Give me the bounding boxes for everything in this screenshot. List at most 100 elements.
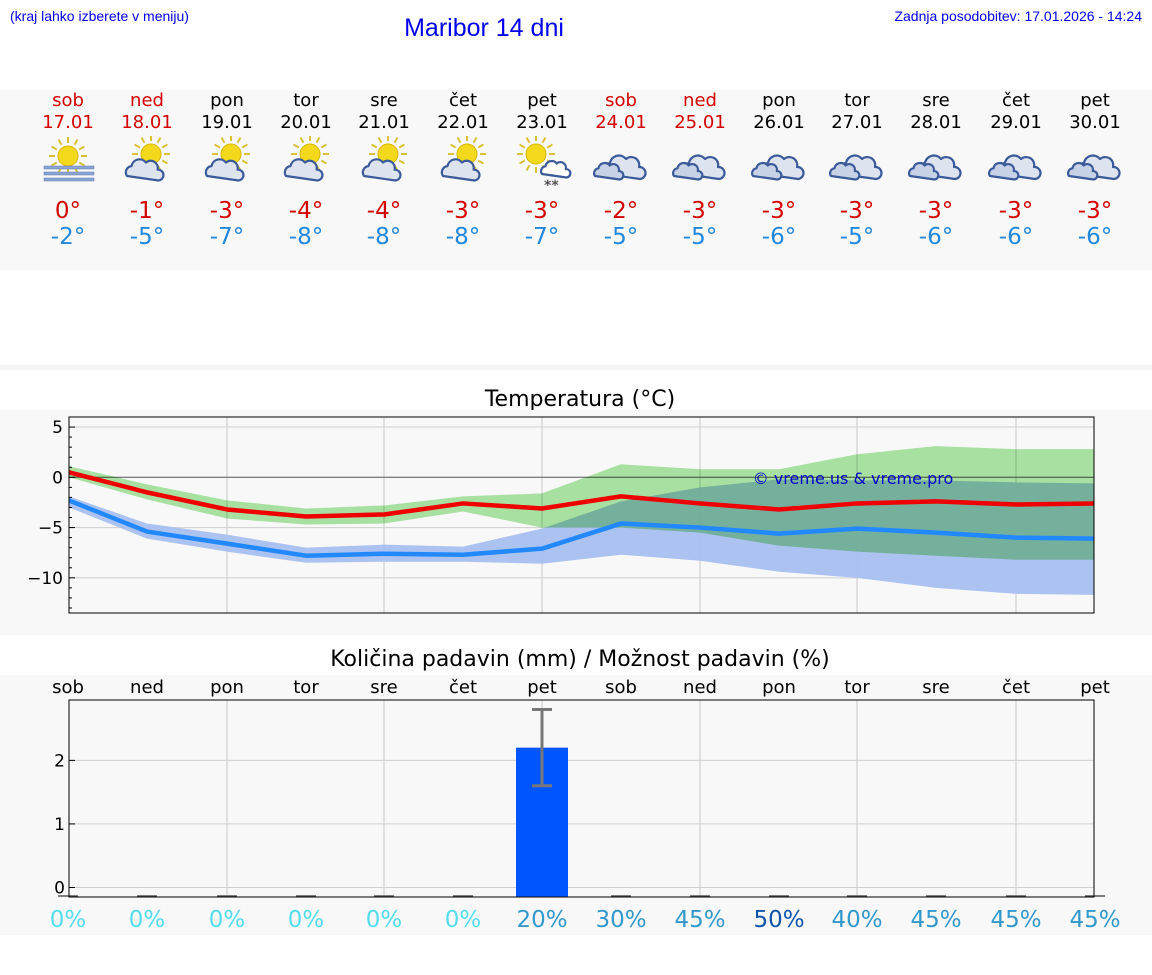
temp-max: -4° bbox=[288, 198, 324, 224]
precip-probability: 30% bbox=[595, 907, 646, 933]
temp-max: -3° bbox=[209, 198, 245, 224]
temperature-chart: 5 0 −5 −10 © vreme.us & vreme.pro bbox=[27, 416, 1095, 614]
day-name: pet bbox=[527, 90, 557, 111]
precip-chart-panel: sob ned pon tor sre čet pet sob ned pon tor sre čet p… bbox=[0, 675, 1152, 935]
precipitation-chart: sob ned pon tor sre čet pet sob ned pon tor sre čet p… bbox=[50, 677, 1121, 933]
day-column: sob 24.01 -2° -5° bbox=[581, 90, 661, 250]
cloud-icon bbox=[1067, 154, 1121, 181]
precip-day-label: tor bbox=[293, 677, 319, 698]
location-hint: (kraj lahko izberete v meniju) bbox=[10, 8, 189, 24]
day-column: pet 23.01 ** -3° -7° bbox=[502, 90, 582, 250]
precip-probability: 0% bbox=[366, 907, 403, 933]
precip-day-label: sre bbox=[370, 677, 397, 698]
precip-day-label: pet bbox=[1080, 677, 1110, 698]
temp-max: 0° bbox=[54, 198, 82, 224]
day-name: čet bbox=[448, 90, 478, 111]
precip-day-label: pon bbox=[762, 677, 796, 698]
temp-max: -3° bbox=[1077, 198, 1113, 224]
day-column: čet 29.01 -3° -6° bbox=[976, 90, 1056, 250]
sun-cloud-icon bbox=[204, 135, 250, 182]
y-tick-label: 2 bbox=[54, 751, 65, 771]
max-temp-line bbox=[68, 470, 1095, 519]
precip-probability: 45% bbox=[1069, 907, 1120, 933]
temp-max: -3° bbox=[524, 198, 560, 224]
temp-max: -3° bbox=[445, 198, 481, 224]
cloud-icon bbox=[908, 154, 962, 181]
precip-probability: 0% bbox=[288, 907, 325, 933]
temp-min: -2° bbox=[50, 224, 86, 250]
precip-day-label: sob bbox=[605, 677, 637, 698]
day-name: pon bbox=[210, 90, 244, 111]
precip-probability: 45% bbox=[674, 907, 725, 933]
day-date: 29.01 bbox=[990, 112, 1042, 133]
temp-min: -8° bbox=[366, 224, 402, 250]
day-date: 19.01 bbox=[201, 112, 253, 133]
precip-probability: 0% bbox=[209, 907, 246, 933]
min-temp-line bbox=[68, 498, 1095, 558]
y-tick-label: 0 bbox=[54, 878, 65, 898]
day-column: tor 20.01 -4° -8° bbox=[266, 90, 346, 250]
day-date: 30.01 bbox=[1069, 112, 1121, 133]
y-tick-label: −5 bbox=[38, 519, 63, 539]
day-date: 27.01 bbox=[831, 112, 883, 133]
last-update: Zadnja posodobitev: 17.01.2026 - 14:24 bbox=[894, 8, 1142, 24]
temp-min: -5° bbox=[839, 224, 875, 250]
precip-probability: 45% bbox=[910, 907, 961, 933]
page-title: Maribor 14 dni bbox=[404, 14, 564, 42]
fog-sun-icon bbox=[43, 137, 95, 182]
day-name: pon bbox=[762, 90, 796, 111]
day-column: tor 27.01 -3° -5° bbox=[817, 90, 897, 250]
day-column: sre 28.01 -3° -6° bbox=[896, 90, 976, 250]
plot-frame bbox=[68, 699, 1095, 898]
temp-min: -5° bbox=[129, 224, 165, 250]
precip-day-label: pon bbox=[210, 677, 244, 698]
svg-text:**: ** bbox=[544, 178, 559, 186]
day-name: ned bbox=[683, 90, 717, 111]
day-date: 24.01 bbox=[595, 112, 647, 133]
y-tick-label: 1 bbox=[54, 815, 65, 835]
day-column: sre 21.01 -4° -8° bbox=[344, 90, 424, 250]
temp-max: -3° bbox=[998, 198, 1034, 224]
sun-cloud-icon bbox=[283, 135, 329, 182]
forecast-strip: sob 17.01 0° -2° ned 18.01 -1° -5° pon 19.01 -3° -7… bbox=[0, 90, 1152, 270]
precip-day-label: sob bbox=[52, 677, 84, 698]
day-name: čet bbox=[1001, 90, 1031, 111]
y-tick-label: 0 bbox=[52, 468, 63, 488]
day-name: tor bbox=[293, 90, 319, 111]
precip-day-label: tor bbox=[844, 677, 870, 698]
temp-min: -7° bbox=[524, 224, 560, 250]
day-name: sre bbox=[922, 90, 950, 111]
day-name: sob bbox=[605, 90, 637, 111]
temp-min: -5° bbox=[603, 224, 639, 250]
temp-min: -8° bbox=[288, 224, 324, 250]
sun-cloud-icon bbox=[440, 135, 486, 182]
temp-min: -6° bbox=[1077, 224, 1113, 250]
day-date: 28.01 bbox=[910, 112, 962, 133]
day-name: sob bbox=[52, 90, 84, 111]
precip-day-label: sre bbox=[922, 677, 949, 698]
cloud-icon bbox=[751, 154, 805, 181]
day-date: 23.01 bbox=[516, 112, 568, 133]
sun-cloud-icon bbox=[361, 135, 407, 182]
temp-max: -3° bbox=[761, 198, 797, 224]
y-tick-label: −10 bbox=[27, 569, 63, 589]
temp-max: -2° bbox=[603, 198, 639, 224]
precip-probability: 50% bbox=[753, 907, 804, 933]
y-tick-label: 5 bbox=[52, 418, 63, 438]
day-date: 26.01 bbox=[753, 112, 805, 133]
plot-area bbox=[69, 700, 1094, 897]
day-column: pet 30.01 -3° -6° bbox=[1055, 90, 1135, 250]
temp-max: -3° bbox=[682, 198, 718, 224]
separator bbox=[0, 365, 1152, 370]
day-name: sre bbox=[370, 90, 398, 111]
cloud-icon bbox=[593, 154, 647, 181]
sun-cloud-snow-icon: ** bbox=[517, 135, 572, 194]
precip-day-label: ned bbox=[683, 677, 717, 698]
day-column: ned 18.01 -1° -5° bbox=[107, 90, 187, 250]
day-column: pon 26.01 -3° -6° bbox=[739, 90, 819, 250]
cloud-icon bbox=[988, 154, 1042, 181]
day-date: 25.01 bbox=[674, 112, 726, 133]
precip-probability: 45% bbox=[990, 907, 1041, 933]
temp-max: -3° bbox=[918, 198, 954, 224]
cloud-icon bbox=[829, 154, 883, 181]
